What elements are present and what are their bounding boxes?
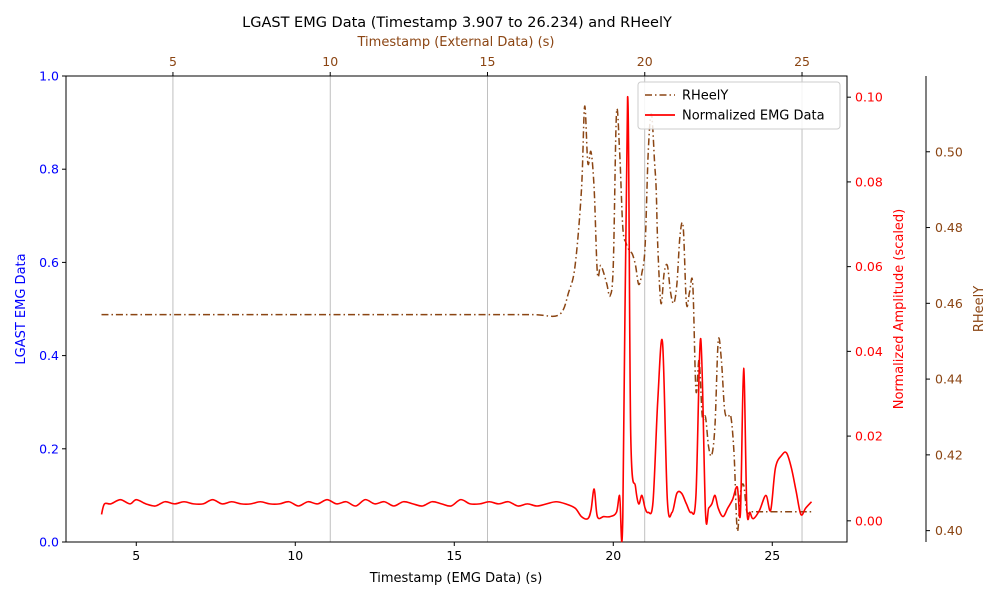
- left-tick-label-4: 0.8: [39, 162, 59, 177]
- left-tick-label-2: 0.4: [39, 348, 59, 363]
- right-emg-tick-label-1: 0.02: [855, 429, 883, 444]
- bottom-axis: 5 10 15 20 25: [132, 542, 780, 563]
- top-tick-label-0: 5: [169, 54, 177, 69]
- right-rheel-axis: 0.40 0.42 0.44 0.46 0.48 0.50: [925, 76, 963, 542]
- right-emg-tick-label-4: 0.08: [855, 174, 883, 189]
- legend: RHeelY Normalized EMG Data: [637, 81, 841, 130]
- top-tick-label-4: 25: [794, 54, 810, 69]
- series-rheel-line: [101, 105, 812, 532]
- right-rheel-tick-label-0: 0.40: [935, 523, 963, 538]
- series-layer: [100, 96, 813, 543]
- top-tick-label-2: 15: [480, 54, 496, 69]
- bottom-tick-label-4: 25: [764, 548, 780, 563]
- bottom-axis-label: Timestamp (EMG Data) (s): [369, 571, 543, 586]
- right-rheel-tick-label-1: 0.42: [935, 447, 963, 462]
- plot-frame: [65, 75, 848, 543]
- left-tick-label-0: 0.0: [39, 535, 59, 550]
- left-tick-label-5: 1.0: [39, 69, 59, 84]
- right-rheel-tick-label-4: 0.48: [935, 220, 963, 235]
- left-axis-label: LGAST EMG Data: [14, 253, 29, 364]
- legend-label-rheel: RHeelY: [682, 89, 728, 104]
- right-rheel-tick-label-2: 0.44: [935, 372, 963, 387]
- right-emg-axis-label: Normalized Amplitude (scaled): [892, 209, 907, 410]
- left-axis: 0.0 0.2 0.4 0.6 0.8 1.0: [39, 69, 66, 550]
- top-tick-label-3: 20: [637, 54, 653, 69]
- bottom-tick-label-1: 10: [287, 548, 303, 563]
- top-axis-label: Timestamp (External Data) (s): [357, 35, 555, 50]
- left-tick-label-1: 0.2: [39, 441, 59, 456]
- chart-title: LGAST EMG Data (Timestamp 3.907 to 26.23…: [242, 15, 672, 31]
- bottom-tick-label-2: 15: [446, 548, 462, 563]
- right-emg-axis: 0.00 0.02 0.04 0.06 0.08 0.10: [847, 90, 883, 528]
- right-rheel-tick-label-5: 0.50: [935, 144, 963, 159]
- bottom-tick-label-3: 20: [605, 548, 621, 563]
- bottom-tick-label-0: 5: [132, 548, 140, 563]
- top-tick-label-1: 10: [322, 54, 338, 69]
- right-emg-tick-label-2: 0.04: [855, 344, 883, 359]
- right-rheel-axis-label: RHeelY: [972, 286, 987, 332]
- left-tick-label-3: 0.6: [39, 255, 59, 270]
- plot-area: [65, 75, 848, 543]
- right-emg-tick-label-5: 0.10: [855, 90, 883, 105]
- right-rheel-tick-label-3: 0.46: [935, 296, 963, 311]
- legend-label-emg: Normalized EMG Data: [682, 109, 825, 124]
- top-grid: [172, 76, 803, 542]
- series-emg-line: [100, 96, 813, 543]
- legend-box: [637, 81, 841, 130]
- right-emg-tick-label-3: 0.06: [855, 259, 883, 274]
- right-emg-tick-label-0: 0.00: [855, 513, 883, 528]
- top-axis: 5 10 15 20 25: [169, 54, 810, 76]
